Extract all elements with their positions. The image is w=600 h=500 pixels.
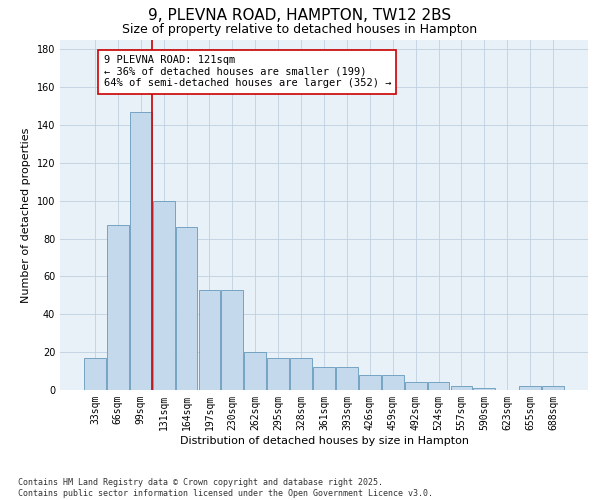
Text: Size of property relative to detached houses in Hampton: Size of property relative to detached ho… [122,22,478,36]
Bar [130,112,152,390]
Bar [244,352,266,390]
Bar [405,382,427,390]
Text: Contains HM Land Registry data © Crown copyright and database right 2025.
Contai: Contains HM Land Registry data © Crown c… [18,478,433,498]
Bar [313,368,335,390]
Bar [336,368,358,390]
Text: 9, PLEVNA ROAD, HAMPTON, TW12 2BS: 9, PLEVNA ROAD, HAMPTON, TW12 2BS [148,8,452,22]
Y-axis label: Number of detached properties: Number of detached properties [21,128,31,302]
Bar [520,386,541,390]
Bar [473,388,495,390]
Bar [107,226,128,390]
Bar [221,290,243,390]
Bar [199,290,220,390]
Bar [359,375,381,390]
Bar [176,228,197,390]
Bar [153,201,175,390]
Bar [290,358,312,390]
X-axis label: Distribution of detached houses by size in Hampton: Distribution of detached houses by size … [179,436,469,446]
Bar [542,386,564,390]
Bar [428,382,449,390]
Bar [382,375,404,390]
Bar [84,358,106,390]
Text: 9 PLEVNA ROAD: 121sqm
← 36% of detached houses are smaller (199)
64% of semi-det: 9 PLEVNA ROAD: 121sqm ← 36% of detached … [104,55,391,88]
Bar [267,358,289,390]
Bar [451,386,472,390]
